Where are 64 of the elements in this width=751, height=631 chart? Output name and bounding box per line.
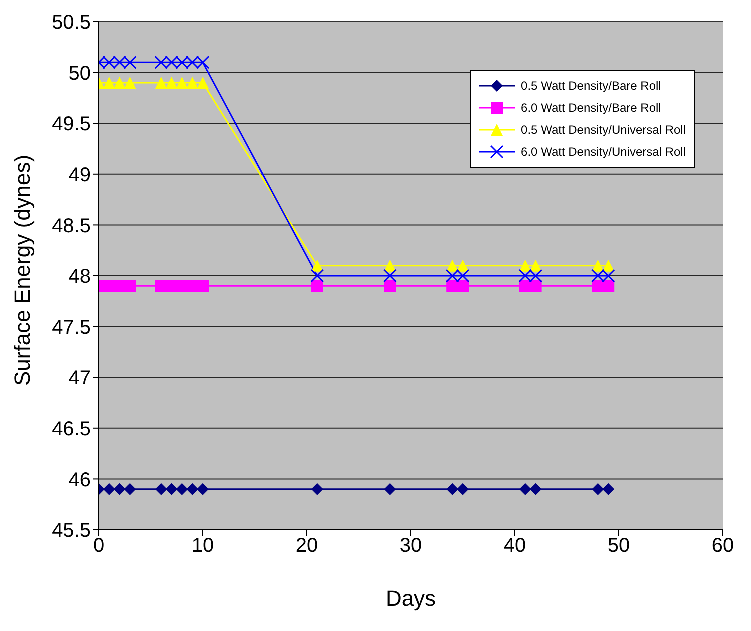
point xyxy=(166,76,178,89)
point xyxy=(197,483,209,496)
point xyxy=(519,483,532,496)
point xyxy=(384,483,396,496)
point xyxy=(166,483,178,496)
point xyxy=(155,76,168,89)
point xyxy=(114,483,126,496)
x-tick-label: 10 xyxy=(192,535,214,558)
point xyxy=(592,260,604,272)
y-tick-label: 48 xyxy=(68,266,91,288)
y-tick-label: 46.5 xyxy=(52,418,91,440)
point xyxy=(176,483,188,496)
point xyxy=(602,280,615,292)
y-tick-label: 45.5 xyxy=(52,520,91,542)
point xyxy=(124,483,136,496)
point xyxy=(530,260,542,272)
point xyxy=(124,280,136,292)
y-tick-label: 48.5 xyxy=(52,215,91,238)
point xyxy=(602,260,615,272)
point xyxy=(186,76,199,89)
legend-label: 6.0 Watt Density/Bare Roll xyxy=(521,101,662,115)
point xyxy=(155,483,168,496)
x-axis-title: Days xyxy=(386,586,436,611)
point xyxy=(602,483,615,496)
x-tick-label: 30 xyxy=(400,535,422,558)
point xyxy=(311,483,324,496)
legend-label: 0.5 Watt Density/Bare Roll xyxy=(521,79,662,93)
y-tick-label: 47 xyxy=(68,368,91,390)
legend-label: 0.5 Watt Density/Universal Roll xyxy=(521,123,686,137)
point xyxy=(124,76,136,89)
point xyxy=(519,260,532,272)
x-tick-label: 0 xyxy=(93,535,105,558)
point xyxy=(530,280,542,292)
point xyxy=(311,280,324,292)
point xyxy=(311,260,324,272)
point xyxy=(197,76,209,89)
y-tick-label: 49.5 xyxy=(52,114,91,136)
y-axis-title: Surface Energy (dynes) xyxy=(10,154,35,386)
point xyxy=(176,76,188,89)
point xyxy=(103,76,116,89)
point xyxy=(114,76,126,89)
point xyxy=(457,483,469,496)
point xyxy=(384,280,396,292)
x-tick-label: 60 xyxy=(712,535,734,558)
point xyxy=(103,483,116,496)
y-tick-label: 46 xyxy=(68,469,91,492)
y-tick-label: 50 xyxy=(68,62,91,85)
point xyxy=(384,260,396,272)
y-tick-label: 49 xyxy=(68,164,91,186)
point xyxy=(592,483,604,496)
point xyxy=(530,483,542,496)
point xyxy=(186,483,199,496)
legend-label: 6.0 Watt Density/Universal Roll xyxy=(521,145,686,159)
y-tick-label: 47.5 xyxy=(52,316,91,339)
point xyxy=(446,260,459,272)
point xyxy=(197,280,209,292)
point xyxy=(383,269,397,283)
point xyxy=(310,269,324,283)
x-tick-label: 20 xyxy=(296,535,318,558)
y-tick-label: 50.5 xyxy=(52,12,91,34)
x-tick-label: 50 xyxy=(608,535,630,558)
point xyxy=(446,483,459,496)
point xyxy=(457,280,469,292)
x-tick-label: 40 xyxy=(504,535,526,558)
